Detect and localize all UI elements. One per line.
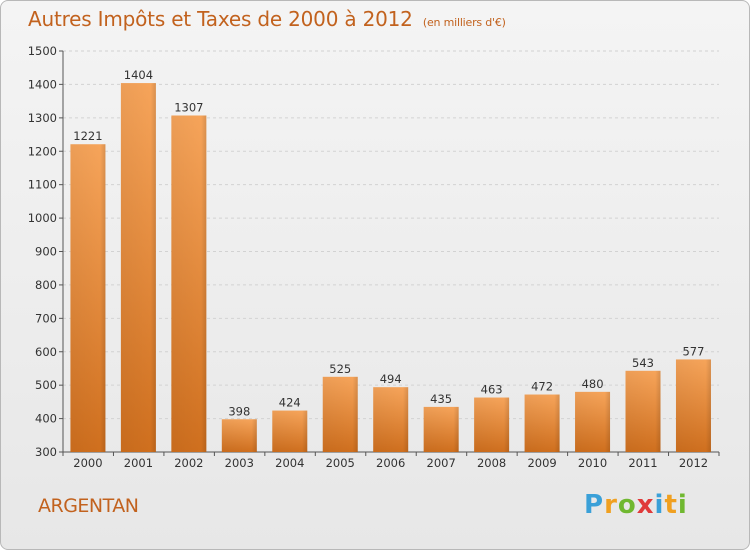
x-tick-label: 2012 (679, 456, 708, 470)
proxiti-logo: Proxiti (584, 490, 688, 520)
y-tick-label: 700 (35, 311, 57, 325)
bar-value-label: 494 (380, 372, 402, 386)
logo-letter: P (584, 490, 605, 520)
axes: 300 400 500 600 700 800 900 1000 1100 1200 1300 140… (28, 44, 720, 470)
location-name: ARGENTAN (38, 495, 139, 517)
y-tick-label: 600 (35, 345, 57, 359)
logo-letter: o (617, 490, 637, 520)
x-tick-label: 2002 (174, 456, 203, 470)
bar-shade (524, 394, 560, 452)
bar-value-label: 463 (481, 383, 503, 397)
bar-shade (423, 406, 459, 452)
chart-subtitle: (en milliers d'€) (422, 16, 506, 29)
bars (70, 83, 711, 453)
bar-value-label: 398 (228, 404, 250, 418)
x-tick-label: 2005 (326, 456, 355, 470)
y-tick-label: 300 (35, 445, 57, 459)
y-tick-label: 1100 (28, 178, 57, 192)
x-tick-label: 2000 (73, 456, 102, 470)
x-tick-label: 2006 (376, 456, 405, 470)
y-tick-label: 400 (35, 412, 57, 426)
y-tick-label: 900 (35, 245, 57, 259)
grid-lines (63, 50, 719, 420)
x-tick-label: 2007 (427, 456, 456, 470)
y-tick-label: 1400 (28, 77, 57, 91)
chart-title: Autres Impôts et Taxes de 2000 à 2012 (e… (28, 7, 506, 31)
bar-value-label: 472 (531, 380, 553, 394)
x-tick-label: 2008 (477, 456, 506, 470)
bar-shade (171, 115, 207, 452)
logo-letter: i (654, 490, 665, 520)
bar-shade (272, 410, 308, 452)
bar-value-label: 480 (582, 377, 604, 391)
y-tick-label: 1200 (28, 144, 57, 158)
y-tick-label: 1500 (28, 44, 57, 58)
logo-letter: i (677, 490, 688, 520)
bar-shade (70, 144, 106, 453)
data-labels: 1221 1404 1307 398 424 525 494 435 463 472 480 543 5… (73, 68, 704, 418)
bar-value-label: 435 (430, 392, 452, 406)
bar-value-label: 424 (279, 396, 301, 410)
logo-letter: r (604, 490, 618, 520)
bar-shade (625, 370, 661, 452)
chart-title-text: Autres Impôts et Taxes de 2000 à 2012 (28, 7, 413, 31)
bar-shade (322, 376, 358, 452)
logo-letter: t (664, 490, 678, 520)
x-tick-label: 2010 (578, 456, 607, 470)
y-tick-label: 1000 (28, 211, 57, 225)
y-tick-label: 800 (35, 278, 57, 292)
bar-shade (575, 391, 611, 452)
bar-shade (675, 359, 711, 452)
bar-shade (120, 83, 156, 452)
x-tick-label: 2011 (628, 456, 657, 470)
bar-value-label: 525 (329, 362, 351, 376)
bar-value-label: 1404 (124, 68, 153, 82)
bar-shade (373, 387, 409, 452)
logo-letter: x (636, 490, 655, 520)
bar-shade (221, 419, 257, 452)
x-tick-label: 2009 (527, 456, 556, 470)
bar-value-label: 577 (682, 344, 704, 358)
bar-shade (474, 397, 510, 452)
x-tick-label: 2003 (225, 456, 254, 470)
x-tick-label: 2004 (275, 456, 304, 470)
bar-value-label: 543 (632, 356, 654, 370)
y-tick-label: 1300 (28, 111, 57, 125)
bar-value-label: 1307 (174, 100, 203, 114)
bar-value-label: 1221 (73, 129, 102, 143)
y-tick-label: 500 (35, 378, 57, 392)
x-tick-label: 2001 (124, 456, 153, 470)
